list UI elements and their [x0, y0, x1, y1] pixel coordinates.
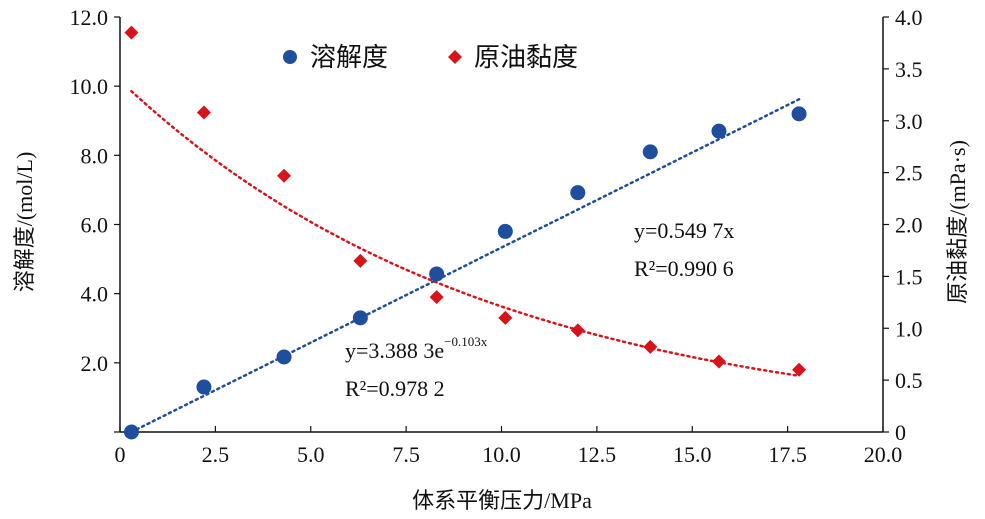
y-right-tick-label: 2.0: [895, 213, 923, 238]
solubility-point: [276, 349, 292, 365]
fit-exp-equation-base: y=3.388 3e: [345, 338, 444, 363]
viscosity-point: [196, 105, 211, 120]
legend-marker-solubility: [283, 50, 297, 64]
y-left-tick-label: 2.0: [81, 351, 109, 376]
y-right-tick-label: 2.5: [895, 161, 923, 186]
trendline-linear: [130, 98, 801, 434]
fit-exp-equation: y=3.388 3e−0.103x: [345, 334, 488, 363]
solubility-point: [791, 106, 807, 122]
x-axis-title: 体系平衡压力/MPa: [412, 488, 592, 513]
x-tick-label: 12.5: [578, 442, 617, 467]
x-tick-label: 15.0: [673, 442, 712, 467]
viscosity-point: [792, 362, 807, 377]
y-right-tick-label: 1.5: [895, 264, 923, 289]
y-left-tick-label: 6.0: [81, 213, 109, 238]
fit-exp-r2: R²=0.978 2: [345, 376, 445, 401]
solubility-point: [711, 123, 727, 139]
y-right-axis-title: 原油黏度/(mPa·s): [945, 140, 970, 304]
data-points: [123, 25, 807, 440]
viscosity-point: [643, 339, 658, 354]
fit-linear-equation: y=0.549 7x: [634, 218, 734, 243]
y-right-tick-label: 1.0: [895, 316, 923, 341]
x-tick-label: 7.5: [392, 442, 420, 467]
y-right-tick-label: 0: [895, 420, 906, 445]
x-tick-label: 2.5: [202, 442, 230, 467]
y-left-tick-label: 12.0: [70, 5, 109, 30]
viscosity-point: [429, 290, 444, 305]
viscosity-point: [353, 253, 368, 268]
legend-marker-viscosity: [448, 50, 462, 64]
trendline-exponential: [130, 89, 801, 378]
solubility-point: [429, 266, 445, 282]
fit-linear-r2: R²=0.990 6: [634, 256, 734, 281]
solubility-point: [642, 144, 658, 160]
x-tick-label: 5.0: [297, 442, 325, 467]
solubility-point: [497, 223, 513, 239]
y-right-tick-label: 4.0: [895, 5, 923, 30]
y-right-tick-label: 3.5: [895, 57, 923, 82]
x-tick-label: 17.5: [768, 442, 807, 467]
solubility-point: [196, 379, 212, 395]
fit-annotation-exponential: y=3.388 3e−0.103x R²=0.978 2: [345, 334, 488, 401]
solubility-point: [570, 185, 586, 201]
viscosity-point: [711, 354, 726, 369]
y-right-tick-label: 3.0: [895, 109, 923, 134]
y-right-tick-label: 0.5: [895, 368, 923, 393]
fit-annotation-linear: y=0.549 7x R²=0.990 6: [634, 218, 734, 281]
axes: [119, 17, 884, 433]
x-tick-label: 20.0: [864, 442, 903, 467]
legend: 溶解度 原油黏度: [283, 43, 578, 72]
x-tick-label: 10.0: [482, 442, 521, 467]
y-left-axis-title: 溶解度/(mol/L): [12, 152, 37, 293]
y-left-tick-label: 4.0: [81, 282, 109, 307]
viscosity-point: [124, 25, 139, 40]
viscosity-point: [498, 310, 513, 325]
viscosity-point: [277, 168, 292, 183]
trendlines: [130, 89, 801, 434]
fit-exp-equation-exponent: −0.103x: [444, 334, 488, 349]
x-tick-label: 0: [115, 442, 126, 467]
legend-label-solubility: 溶解度: [310, 43, 388, 72]
ticks: 0 2.5 5.0 7.5 10.0 12.5 15.0 17.5 20.0 2.0 4.0 6.0 8…: [70, 5, 923, 467]
solubility-point: [123, 424, 139, 440]
viscosity-point: [570, 323, 585, 338]
solubility-point: [352, 310, 368, 326]
legend-label-viscosity: 原油黏度: [474, 43, 578, 72]
y-left-tick-label: 8.0: [81, 143, 109, 168]
y-left-tick-label: 10.0: [70, 74, 109, 99]
